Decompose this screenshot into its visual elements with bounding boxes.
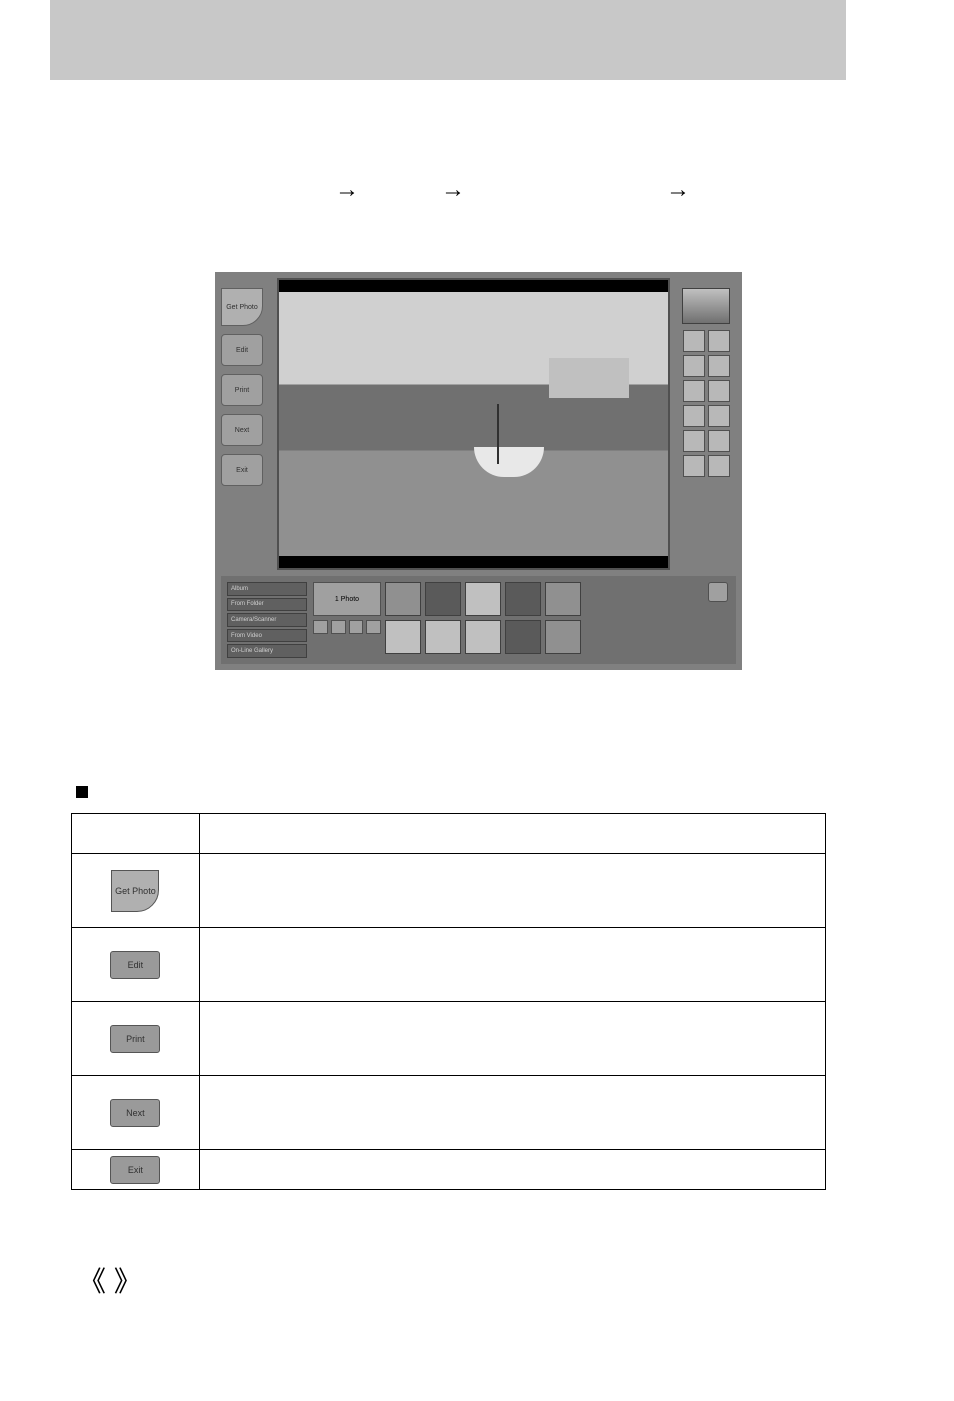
exit-icon: Exit [110,1156,160,1184]
thumb-2[interactable] [425,582,461,616]
edit-button[interactable]: Edit [221,334,263,366]
thumb-row-1: 1 Photo [313,582,700,616]
edit-icon: Edit [110,951,160,979]
print-icon: Print [110,1025,160,1053]
nav-right-button[interactable] [708,582,728,602]
control-4[interactable] [366,620,381,634]
next-icon: Next [110,1099,160,1127]
table-header-icon [72,814,200,854]
table-header-desc [199,814,825,854]
app-screenshot: Get Photo Edit Print Next Exit [215,272,742,670]
tool-1[interactable] [683,330,705,352]
arrow-2: → [441,176,465,204]
tool-8[interactable] [708,405,730,427]
section-bullet-icon [76,786,88,798]
mast-shape [497,404,499,464]
table-row: Print [72,1002,826,1076]
source-camera[interactable]: Camera/Scanner [227,613,307,627]
table-cell-desc [199,854,825,928]
tool-2[interactable] [708,330,730,352]
source-online[interactable]: On-Line Gallery [227,644,307,658]
thumb-nav [706,582,730,658]
screenshot-top: Get Photo Edit Print Next Exit [221,278,736,570]
print-button[interactable]: Print [221,374,263,406]
thumbnail-preview[interactable] [682,288,730,324]
bracket-right: 》 [114,1266,142,1297]
reference-brackets: 《 》 [78,1260,142,1300]
table-cell-desc [199,928,825,1002]
harbor-photo [279,292,668,557]
thumb-5[interactable] [545,582,581,616]
source-album[interactable]: Album [227,582,307,596]
tool-7[interactable] [683,405,705,427]
thumb-6[interactable] [385,620,421,654]
button-reference-table: Get Photo Edit Print Next Exit [71,813,826,1190]
thumb-10[interactable] [545,620,581,654]
table-cell-desc [199,1076,825,1150]
table-cell-desc [199,1002,825,1076]
thumbnail-strip: 1 Photo [313,582,700,658]
table-row: Next [72,1076,826,1150]
tool-10[interactable] [708,430,730,452]
control-1[interactable] [313,620,328,634]
tool-6[interactable] [708,380,730,402]
table-row: Edit [72,928,826,1002]
thumb-3[interactable] [465,582,501,616]
right-toolbar [676,278,736,570]
source-list: Album From Folder Camera/Scanner From Vi… [227,582,307,658]
table-cell-desc [199,1150,825,1190]
screenshot-bottom-panel: Album From Folder Camera/Scanner From Vi… [221,576,736,664]
thumb-row-2 [313,620,700,654]
tool-5[interactable] [683,380,705,402]
tool-9[interactable] [683,430,705,452]
tool-4[interactable] [708,355,730,377]
tool-11[interactable] [683,455,705,477]
table-row: Get Photo [72,854,826,928]
table-row: Exit [72,1150,826,1190]
control-2[interactable] [331,620,346,634]
thumb-1[interactable] [385,582,421,616]
boat-shape [474,447,544,477]
photo-canvas[interactable] [277,278,670,570]
tool-grid [683,330,730,477]
thumb-mode-button[interactable]: 1 Photo [313,582,381,616]
header-band [50,0,846,80]
arrow-1: → [335,176,359,204]
exit-button[interactable]: Exit [221,454,263,486]
thumb-8[interactable] [465,620,501,654]
get-photo-icon: Get Photo [111,870,159,912]
control-3[interactable] [349,620,364,634]
thumb-4[interactable] [505,582,541,616]
get-photo-button[interactable]: Get Photo [221,288,263,326]
left-toolbar: Get Photo Edit Print Next Exit [221,278,271,570]
source-folder[interactable]: From Folder [227,598,307,612]
tool-3[interactable] [683,355,705,377]
tool-12[interactable] [708,455,730,477]
thumb-controls [313,620,381,654]
thumb-9[interactable] [505,620,541,654]
arrow-3: → [666,176,690,204]
building-shape [549,358,629,398]
next-button[interactable]: Next [221,414,263,446]
screenshot-inner: Get Photo Edit Print Next Exit [221,278,736,664]
thumb-7[interactable] [425,620,461,654]
source-video[interactable]: From Video [227,629,307,643]
bracket-left: 《 [78,1266,106,1297]
